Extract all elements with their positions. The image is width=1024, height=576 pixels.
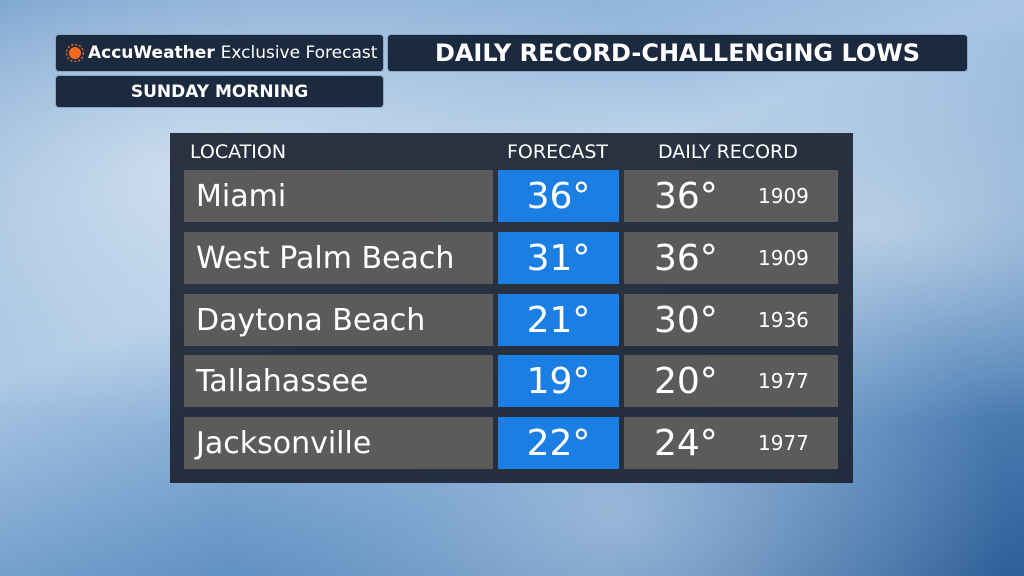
column-header: LOCATION — [190, 141, 287, 163]
brand-suffix: Exclusive Forecast — [220, 43, 378, 63]
record-temp: 20° — [654, 360, 718, 402]
records-table: LOCATION FORECAST DAILY RECORD Miami 36° 3… — [170, 133, 853, 483]
record-temp: 30° — [654, 299, 718, 341]
subtitle: SUNDAY MORNING — [55, 75, 384, 108]
record-cell: 20° 1977 — [624, 355, 838, 407]
record-cell: 36° 1909 — [624, 170, 838, 222]
forecast-cell: 31° — [498, 232, 619, 284]
location-cell: Tallahassee — [184, 355, 493, 407]
record-year: 1909 — [758, 246, 809, 270]
record-temp: 36° — [654, 237, 718, 279]
record-year: 1936 — [758, 308, 809, 332]
column-header: DAILY RECORD — [658, 141, 798, 163]
record-cell: 24° 1977 — [624, 417, 838, 469]
record-temp: 24° — [654, 422, 718, 464]
forecast-cell: 36° — [498, 170, 619, 222]
record-year: 1977 — [758, 431, 809, 455]
title: DAILY RECORD-CHALLENGING LOWS — [387, 34, 968, 72]
brand-banner: AccuWeather Exclusive Forecast — [55, 34, 384, 72]
column-header: FORECAST — [507, 141, 609, 163]
location-cell: Jacksonville — [184, 417, 493, 469]
forecast-cell: 19° — [498, 355, 619, 407]
forecast-cell: 21° — [498, 294, 619, 346]
sun-icon — [66, 44, 84, 62]
record-year: 1909 — [758, 184, 809, 208]
location-cell: West Palm Beach — [184, 232, 493, 284]
record-cell: 30° 1936 — [624, 294, 838, 346]
location-cell: Daytona Beach — [184, 294, 493, 346]
brand: AccuWeather — [88, 43, 215, 63]
forecast-cell: 22° — [498, 417, 619, 469]
record-year: 1977 — [758, 369, 809, 393]
record-temp: 36° — [654, 175, 718, 217]
record-cell: 36° 1909 — [624, 232, 838, 284]
location-cell: Miami — [184, 170, 493, 222]
